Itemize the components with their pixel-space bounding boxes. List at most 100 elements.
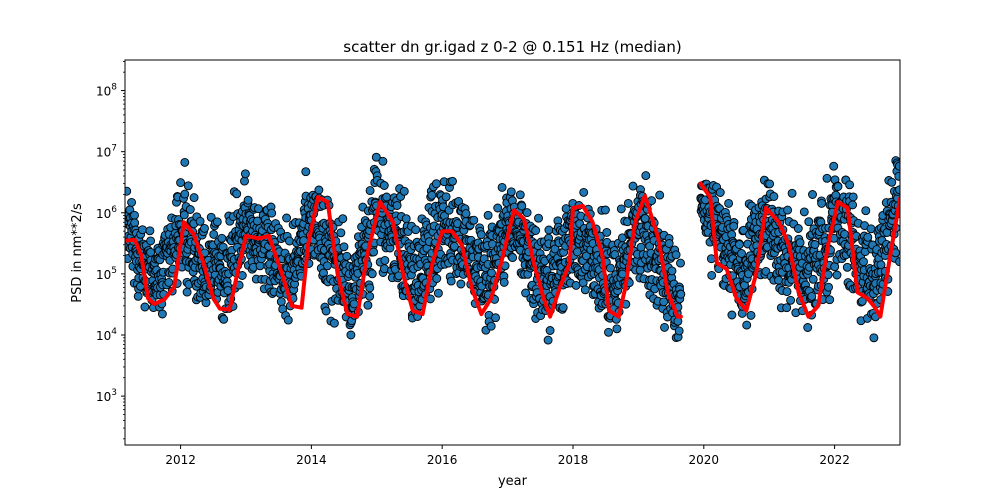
scatter-point: [641, 171, 651, 181]
y-tick-label: 105: [96, 266, 117, 282]
scatter-point: [446, 276, 456, 286]
scatter-point: [179, 210, 189, 220]
scatter-point: [783, 205, 793, 215]
scatter-point: [580, 285, 590, 295]
scatter-point: [825, 295, 835, 305]
scatter-point: [493, 203, 503, 213]
scatter-point: [301, 167, 311, 177]
scatter-point: [727, 310, 737, 320]
scatter-point: [180, 157, 190, 167]
scatter-point: [606, 263, 615, 273]
scatter-point: [461, 209, 471, 219]
y-tick-label: 104: [96, 327, 117, 343]
x-tick-label: 2022: [819, 453, 850, 467]
scatter-point: [180, 189, 190, 199]
scatter-point: [342, 251, 352, 261]
scatter-point: [433, 288, 443, 298]
x-tick-label: 2012: [165, 453, 196, 467]
scatter-point: [707, 270, 717, 280]
scatter-point: [804, 217, 814, 227]
scatter-point: [715, 188, 725, 197]
scatter-point: [431, 179, 441, 189]
scatter-point: [822, 173, 832, 183]
scatter-point: [803, 323, 813, 332]
scatter-point: [486, 321, 496, 331]
scatter-point: [840, 229, 850, 239]
scatter-point: [189, 193, 199, 203]
x-tick-label: 2020: [689, 453, 720, 467]
scatter-point: [217, 233, 227, 243]
scatter-point: [182, 287, 192, 297]
scatter-point: [491, 313, 500, 323]
scatter-point: [655, 190, 665, 200]
scatter-point: [379, 181, 389, 190]
scatter-point: [521, 288, 531, 298]
scatter-point: [378, 156, 388, 166]
scatter-point: [635, 265, 645, 275]
scatter-point: [448, 176, 457, 186]
y-axis-label: PSD in nm**2/s: [70, 203, 85, 303]
scatter-point: [212, 217, 222, 227]
scatter-point: [206, 212, 216, 222]
scatter-point: [517, 201, 527, 211]
scatter-point: [869, 333, 879, 343]
scatter-point: [476, 230, 486, 240]
scatter-point: [824, 282, 833, 292]
scatter-point: [765, 179, 775, 189]
y-tick-label: 106: [96, 205, 117, 221]
scatter-point: [157, 309, 167, 319]
scatter-point: [138, 225, 147, 235]
scatter-point: [793, 224, 803, 233]
scatter-point: [276, 297, 286, 307]
scatter-point: [667, 266, 677, 276]
scatter-point: [322, 261, 332, 271]
scatter-point: [130, 210, 139, 220]
scatter-point: [543, 335, 553, 345]
scatter-point: [545, 326, 555, 335]
x-axis-label: year: [498, 474, 528, 489]
scatter-point: [441, 192, 451, 202]
scatter-point: [616, 204, 626, 214]
scatter-point: [848, 192, 858, 202]
scatter-point: [558, 303, 568, 313]
scatter-point: [737, 249, 746, 258]
scatter-point: [761, 266, 771, 276]
scatter-point: [365, 283, 375, 293]
scatter-point: [176, 178, 186, 188]
scatter-point: [782, 287, 792, 297]
plot-frame: [124, 59, 901, 446]
scatter-point: [367, 269, 377, 279]
scatter-point: [602, 227, 612, 237]
scatter-point: [146, 236, 156, 246]
scatter-point: [623, 198, 633, 208]
median-line: [698, 181, 900, 319]
scatter-point: [832, 270, 842, 280]
scatter-point: [329, 318, 339, 328]
scatter-point: [240, 169, 250, 179]
scatter-point: [894, 161, 900, 171]
scatter-point: [887, 177, 897, 187]
x-tick-label: 2018: [558, 453, 589, 467]
scatter-point: [365, 291, 375, 301]
scatter-point: [321, 306, 331, 316]
scatter-point: [769, 192, 779, 201]
scatter-point: [255, 261, 265, 271]
scatter-point: [531, 226, 541, 235]
scatter-point: [674, 326, 684, 336]
scatter-point: [848, 200, 858, 210]
scatter-point: [810, 240, 820, 249]
scatter-point: [833, 182, 843, 191]
scatter-point: [200, 223, 209, 233]
scatter-point: [283, 315, 293, 325]
y-tick-label: 108: [96, 83, 117, 99]
scatter-point: [483, 210, 493, 220]
scatter-point: [164, 277, 174, 287]
scatter-point: [742, 320, 752, 330]
scatter-point: [282, 213, 292, 223]
scatter-point: [817, 198, 827, 208]
x-tick-label: 2016: [427, 453, 458, 467]
scatter-point: [830, 262, 840, 272]
scatter-point: [183, 181, 193, 191]
scatter-point: [363, 300, 373, 310]
